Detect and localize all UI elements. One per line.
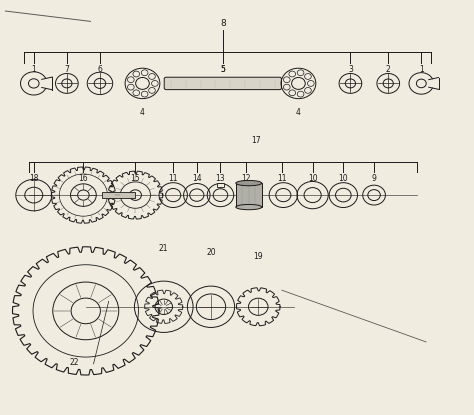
- Text: 1: 1: [31, 65, 36, 74]
- Text: 4: 4: [296, 108, 301, 117]
- Text: 18: 18: [29, 174, 38, 183]
- Text: 2: 2: [386, 65, 391, 74]
- Text: 20: 20: [206, 248, 216, 257]
- Text: 7: 7: [64, 65, 69, 74]
- Text: 4: 4: [140, 108, 145, 117]
- Text: 1: 1: [419, 65, 424, 74]
- Bar: [217, 183, 224, 187]
- Text: 9: 9: [372, 174, 376, 183]
- Text: 15: 15: [130, 174, 140, 183]
- Ellipse shape: [236, 205, 262, 210]
- Text: 16: 16: [79, 174, 88, 183]
- Text: 13: 13: [216, 174, 225, 183]
- Text: 3: 3: [348, 65, 353, 74]
- Bar: [236, 183, 262, 207]
- Text: 11: 11: [168, 174, 178, 183]
- Text: 14: 14: [192, 174, 201, 183]
- Text: 17: 17: [251, 137, 261, 146]
- Text: 12: 12: [242, 174, 251, 183]
- Text: 6: 6: [98, 65, 102, 74]
- Text: 8: 8: [220, 19, 226, 27]
- Text: 5: 5: [220, 65, 225, 74]
- Text: 10: 10: [338, 174, 348, 183]
- Text: 10: 10: [308, 174, 318, 183]
- Text: 21: 21: [159, 244, 168, 253]
- FancyBboxPatch shape: [164, 77, 282, 90]
- Text: 22: 22: [69, 358, 79, 367]
- Text: 11: 11: [277, 174, 287, 183]
- Text: 5: 5: [220, 65, 225, 74]
- Ellipse shape: [236, 181, 262, 186]
- Text: 19: 19: [254, 252, 263, 261]
- Bar: [102, 192, 136, 198]
